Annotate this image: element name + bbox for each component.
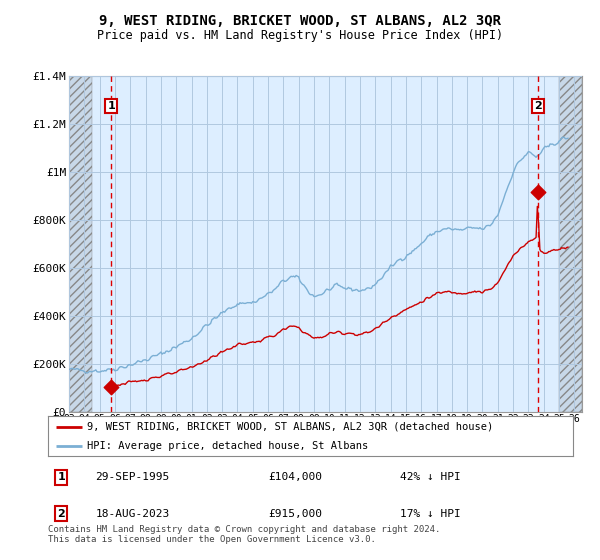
Point: [106, 382, 116, 391]
Point: [533, 188, 543, 197]
Bar: [69, 76, 92, 412]
Text: 9, WEST RIDING, BRICKET WOOD, ST ALBANS, AL2 3QR (detached house): 9, WEST RIDING, BRICKET WOOD, ST ALBANS,…: [88, 422, 494, 432]
Text: 1: 1: [107, 101, 115, 111]
Text: 17% ↓ HPI: 17% ↓ HPI: [400, 508, 461, 519]
Bar: [69, 76, 92, 412]
Text: £104,000: £104,000: [269, 472, 323, 482]
Text: HPI: Average price, detached house, St Albans: HPI: Average price, detached house, St A…: [88, 441, 368, 450]
Text: 1: 1: [57, 472, 65, 482]
Text: 2: 2: [534, 101, 542, 111]
Text: 18-AUG-2023: 18-AUG-2023: [95, 508, 170, 519]
Bar: [559, 76, 582, 412]
Text: Price paid vs. HM Land Registry's House Price Index (HPI): Price paid vs. HM Land Registry's House …: [97, 29, 503, 42]
Text: 9, WEST RIDING, BRICKET WOOD, ST ALBANS, AL2 3QR: 9, WEST RIDING, BRICKET WOOD, ST ALBANS,…: [99, 14, 501, 28]
Text: 42% ↓ HPI: 42% ↓ HPI: [400, 472, 461, 482]
Text: £915,000: £915,000: [269, 508, 323, 519]
Text: Contains HM Land Registry data © Crown copyright and database right 2024.
This d: Contains HM Land Registry data © Crown c…: [48, 525, 440, 544]
Text: 2: 2: [57, 508, 65, 519]
Text: 29-SEP-1995: 29-SEP-1995: [95, 472, 170, 482]
Bar: [559, 76, 582, 412]
